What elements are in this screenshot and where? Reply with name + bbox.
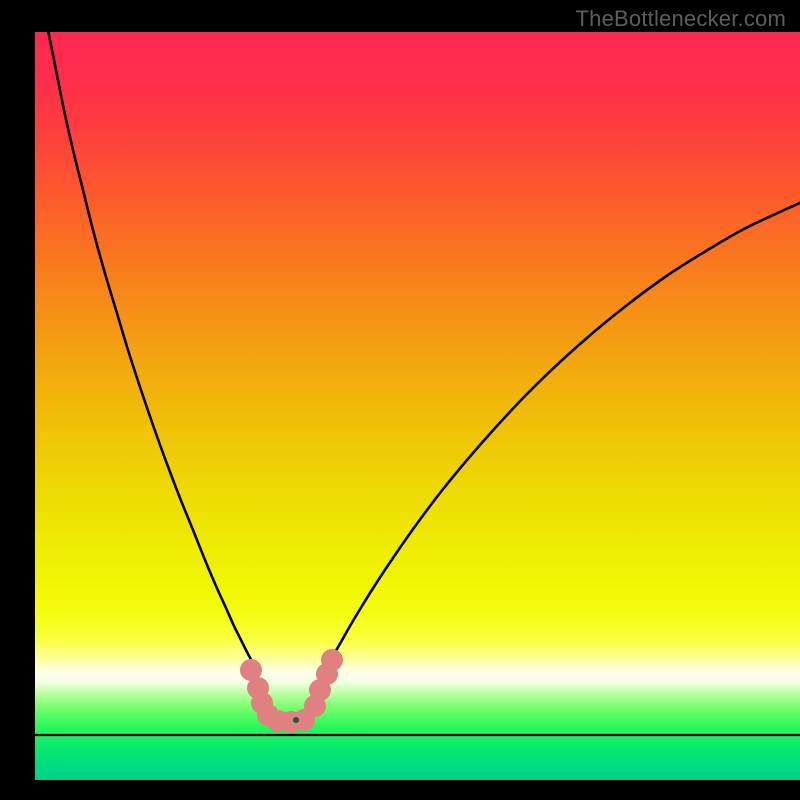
watermark-text: TheBottlenecker.com (576, 6, 786, 32)
chart-container: TheBottlenecker.com (0, 0, 800, 800)
plot-area (35, 32, 800, 780)
curve-left-branch (42, 32, 259, 672)
minimum-dot (293, 717, 299, 723)
curve-right-branch (323, 203, 800, 672)
marker-dot (321, 649, 343, 671)
curve-overlay (35, 32, 800, 780)
